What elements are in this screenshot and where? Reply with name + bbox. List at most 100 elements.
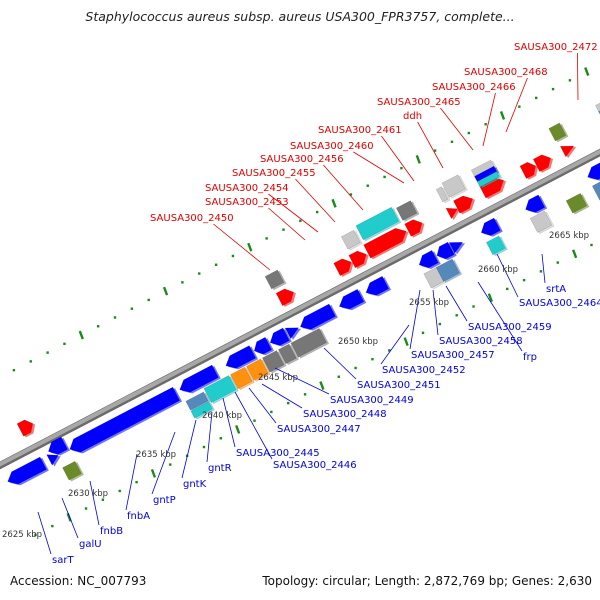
- minor-tick: [539, 270, 543, 273]
- gene-arrow-body: [179, 364, 219, 393]
- backbone-line: [0, 149, 600, 467]
- misc-feature: [355, 206, 402, 242]
- gene-arrow-body: [448, 242, 464, 254]
- gene-arrow: [525, 194, 548, 214]
- accession-label: Accession: NC_007793: [10, 574, 147, 588]
- misc-feature-body: [264, 269, 285, 290]
- minor-tick: [181, 281, 184, 284]
- gene-arrow: [269, 327, 293, 347]
- major-tick: [499, 111, 506, 120]
- gene-label-reverse: SAUSA300_2457: [411, 350, 495, 361]
- minor-tick: [518, 105, 521, 108]
- gene-arrow: [333, 258, 354, 278]
- minor-tick: [590, 243, 593, 247]
- misc-feature: [246, 358, 271, 382]
- misc-feature-body: [595, 94, 600, 113]
- gene-arrow-body: [269, 327, 290, 346]
- gene-label-reverse: SAUSA300_2449: [330, 395, 414, 406]
- minor-tick: [118, 489, 121, 493]
- gene-arrow-body: [532, 154, 551, 172]
- gene-arrow: [404, 219, 425, 238]
- gene-label-forward: SAUSA300_2456: [260, 154, 344, 165]
- scale-label: 2635 kbp: [136, 450, 176, 460]
- label-leader-forward: [323, 164, 364, 211]
- label-leader-reverse: [125, 453, 138, 511]
- misc-feature: [476, 171, 503, 189]
- minor-tick: [46, 351, 49, 354]
- misc-feature-body: [591, 174, 600, 201]
- minor-tick: [219, 437, 223, 440]
- gene-label-reverse: SAUSA300_2459: [468, 322, 552, 333]
- minor-tick: [556, 261, 559, 264]
- minor-tick: [467, 131, 471, 135]
- minor-tick: [400, 166, 403, 170]
- label-leader-reverse: [181, 419, 197, 479]
- misc-feature: [230, 366, 255, 391]
- gene-label-reverse: gntR: [208, 463, 232, 474]
- misc-feature-body: [185, 391, 209, 411]
- gene-arrow: [46, 454, 62, 467]
- gene-label-forward: SAUSA300_2466: [432, 82, 516, 93]
- label-leader-reverse: [61, 497, 79, 539]
- major-tick: [584, 67, 590, 76]
- misc-feature-body: [485, 235, 506, 256]
- minor-tick: [337, 375, 340, 378]
- gene-arrow-body: [418, 250, 439, 269]
- minor-tick: [354, 366, 357, 370]
- gene-arrow: [453, 195, 476, 215]
- gene-arrow-body: [404, 219, 423, 237]
- gene-label-reverse: fnbB: [100, 526, 123, 537]
- misc-feature-body: [548, 122, 567, 142]
- gene-label-forward: SAUSA300_2455: [232, 168, 316, 179]
- misc-feature-body: [203, 375, 237, 403]
- minor-tick: [84, 507, 88, 510]
- gene-arrow: [448, 242, 466, 255]
- major-tick: [247, 242, 253, 252]
- gene-arrow: [365, 275, 392, 297]
- misc-feature: [185, 391, 211, 412]
- label-leader-forward: [268, 207, 306, 241]
- label-leader-forward: [268, 193, 319, 233]
- minor-tick: [34, 533, 37, 537]
- label-leader-reverse: [261, 383, 303, 409]
- minor-tick: [484, 123, 487, 126]
- gene-arrow: [284, 327, 302, 341]
- backbone: [0, 148, 600, 470]
- misc-feature: [278, 343, 300, 366]
- gene-arrow: [587, 161, 600, 181]
- tick-marks: [12, 67, 593, 537]
- minor-tick: [450, 140, 454, 144]
- gene-arrow-body: [363, 227, 407, 259]
- minor-tick: [63, 342, 66, 346]
- major-tick: [150, 468, 157, 478]
- label-leader-forward: [417, 121, 444, 169]
- minor-tick: [287, 401, 290, 405]
- label-leader-reverse: [37, 511, 52, 555]
- label-leader-reverse: [206, 411, 213, 463]
- minor-tick: [421, 331, 425, 335]
- misc-feature: [62, 460, 85, 482]
- label-leader-forward: [213, 223, 271, 271]
- scale-label: 2650 kbp: [338, 337, 378, 347]
- gene-arrow-body: [48, 436, 68, 455]
- misc-feature: [395, 200, 420, 222]
- label-leader-reverse: [248, 387, 277, 424]
- misc-feature: [190, 401, 215, 420]
- minor-tick: [535, 96, 538, 100]
- misc-feature-body: [290, 327, 327, 358]
- misc-feature-body: [529, 210, 553, 233]
- label-leader-reverse: [234, 391, 273, 460]
- minor-tick: [270, 410, 273, 414]
- label-leader-reverse: [445, 285, 468, 322]
- minor-tick: [472, 305, 475, 308]
- gene-arrow: [16, 419, 36, 438]
- gene-label-forward: SAUSA300_2472: [514, 42, 598, 53]
- major-tick: [235, 425, 241, 434]
- gene-arrow: [275, 288, 297, 308]
- misc-feature-body: [435, 258, 460, 282]
- map-title: Staphylococcus aureus subsp. aureus USA3…: [85, 9, 515, 24]
- gene-labels: SAUSA300_2450 SAUSA300_2453 SAUSA300_2454 S…: [52, 42, 600, 566]
- minor-tick: [383, 175, 386, 179]
- major-tick: [78, 330, 84, 340]
